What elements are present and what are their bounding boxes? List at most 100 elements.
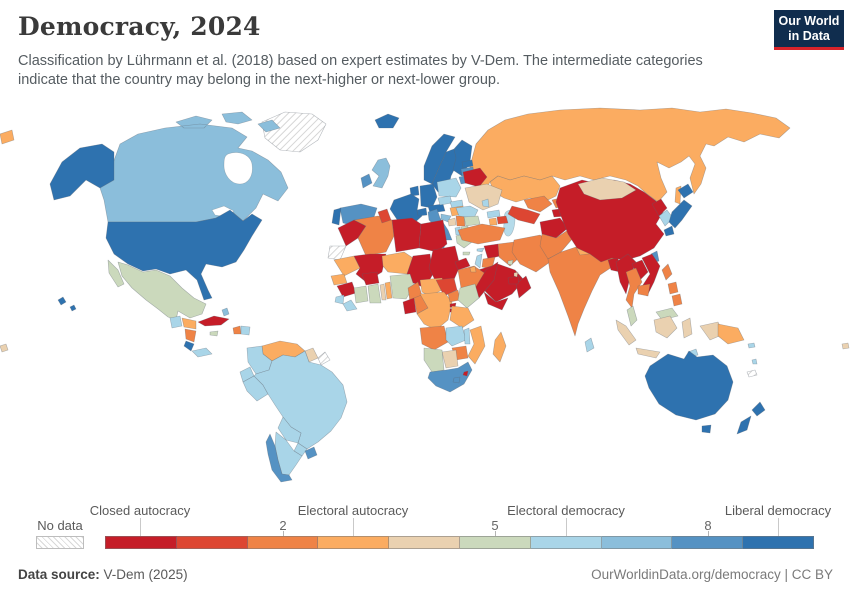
country-cambodia[interactable]: [637, 283, 651, 297]
legend-segment-1[interactable]: [176, 536, 248, 549]
country-nicaragua[interactable]: [184, 328, 197, 343]
country-djibouti[interactable]: [469, 265, 477, 273]
legend-segment-5[interactable]: [459, 536, 531, 549]
country-zambia[interactable]: [445, 325, 467, 347]
country-germany[interactable]: [419, 183, 438, 209]
country-lesotho[interactable]: [452, 376, 461, 384]
legend-segment-9[interactable]: [743, 536, 814, 549]
country-uruguay[interactable]: [304, 446, 318, 460]
country-armenia[interactable]: [488, 217, 498, 226]
country-mongolia[interactable]: [577, 177, 637, 201]
country-iceland[interactable]: [374, 113, 400, 129]
country-ireland[interactable]: [360, 173, 373, 189]
country-namibia[interactable]: [423, 347, 445, 373]
country-netherlands[interactable]: [409, 185, 420, 197]
country-united-kingdom[interactable]: [371, 157, 391, 189]
country-democratic-republic-of-congo[interactable]: [416, 291, 453, 331]
country-afghanistan[interactable]: [539, 217, 569, 239]
country-kuwait[interactable]: [507, 259, 514, 266]
legend-segment-3[interactable]: [318, 536, 390, 549]
country-ghana[interactable]: [367, 283, 382, 304]
country-united-states[interactable]: [49, 143, 263, 312]
country-tunisia[interactable]: [377, 208, 392, 224]
country-burkina-faso[interactable]: [361, 271, 380, 286]
country-greenland[interactable]: [261, 111, 327, 153]
country-yemen[interactable]: [483, 291, 509, 311]
legend-segment-6[interactable]: [530, 536, 602, 549]
country-algeria[interactable]: [353, 215, 395, 257]
country-south-sudan[interactable]: [435, 277, 458, 297]
country-eritrea[interactable]: [454, 257, 471, 271]
country-bulgaria[interactable]: [463, 215, 481, 227]
country-sri-lanka[interactable]: [584, 337, 595, 353]
country-new-zealand[interactable]: [736, 401, 766, 435]
country-fiji-wrap-fragment[interactable]: [0, 343, 9, 353]
country-haiti[interactable]: [232, 325, 242, 335]
country-togo[interactable]: [379, 283, 387, 301]
country-turkey[interactable]: [457, 223, 506, 245]
country-solomon-islands[interactable]: [747, 342, 756, 349]
country-romania[interactable]: [455, 205, 479, 219]
legend-segment-7[interactable]: [601, 536, 673, 549]
country-dominican-republic[interactable]: [240, 325, 251, 336]
legend-segment-4[interactable]: [389, 536, 460, 549]
country-canada[interactable]: [97, 111, 289, 223]
country-libya[interactable]: [391, 217, 422, 253]
country-australia[interactable]: [644, 350, 734, 434]
country-belarus[interactable]: [462, 167, 488, 188]
country-oman[interactable]: [515, 275, 532, 299]
country-czechia[interactable]: [437, 195, 453, 206]
country-kenya[interactable]: [457, 283, 480, 309]
country-madagascar[interactable]: [492, 331, 507, 363]
country-ukraine[interactable]: [464, 183, 503, 211]
legend-segment-2[interactable]: [247, 536, 319, 549]
country-gabon[interactable]: [402, 297, 417, 315]
country-bosnia-and-herzegovina[interactable]: [447, 217, 457, 227]
country-uzbekistan[interactable]: [523, 195, 553, 213]
country-mexico[interactable]: [107, 259, 207, 321]
country-tanzania[interactable]: [449, 305, 475, 329]
country-moldova[interactable]: [481, 198, 490, 208]
country-poland[interactable]: [436, 177, 462, 198]
owid-logo[interactable]: Our World in Data: [774, 10, 844, 50]
country-switzerland[interactable]: [416, 207, 428, 217]
country-liberia[interactable]: [342, 299, 358, 312]
country-suriname[interactable]: [317, 351, 331, 366]
country-angola[interactable]: [419, 325, 449, 351]
country-panama[interactable]: [191, 347, 213, 358]
country-somalia[interactable]: [473, 261, 499, 299]
country-azerbaijan[interactable]: [496, 215, 509, 225]
country-malaysia[interactable]: [626, 305, 679, 327]
country-ivory-coast[interactable]: [353, 285, 369, 304]
country-new-caledonia[interactable]: [746, 369, 758, 378]
owid-attribution-link[interactable]: OurWorldinData.org/democracy | CC BY: [591, 567, 833, 582]
country-israel[interactable]: [474, 253, 483, 269]
country-pakistan[interactable]: [539, 229, 574, 260]
country-cuba[interactable]: [197, 315, 230, 327]
country-cyprus[interactable]: [476, 247, 485, 253]
country-mozambique[interactable]: [467, 325, 486, 365]
country-france[interactable]: [389, 193, 423, 226]
country-estonia[interactable]: [461, 159, 474, 169]
country-honduras[interactable]: [181, 317, 197, 330]
country-syria[interactable]: [483, 243, 501, 260]
country-egypt[interactable]: [418, 219, 448, 253]
country-south-africa[interactable]: [427, 361, 473, 393]
country-fiji[interactable]: [841, 342, 850, 350]
legend-no-data-swatch[interactable]: [36, 536, 84, 549]
country-malawi[interactable]: [463, 327, 471, 345]
country-eswatini[interactable]: [462, 370, 469, 377]
country-japan[interactable]: [663, 183, 694, 237]
country-sudan[interactable]: [428, 245, 461, 285]
country-sierra-leone[interactable]: [334, 294, 345, 305]
country-guatemala[interactable]: [169, 315, 183, 329]
country-benin[interactable]: [384, 281, 393, 300]
country-united-arab-emirates[interactable]: [507, 275, 520, 285]
country-bahamas[interactable]: [221, 307, 230, 317]
country-kazakhstan[interactable]: [489, 175, 561, 203]
country-indonesia[interactable]: [615, 315, 725, 359]
country-senegal[interactable]: [330, 273, 348, 286]
country-jamaica[interactable]: [209, 330, 219, 337]
country-costa-rica[interactable]: [183, 340, 195, 352]
legend-segment-0[interactable]: [105, 536, 177, 549]
